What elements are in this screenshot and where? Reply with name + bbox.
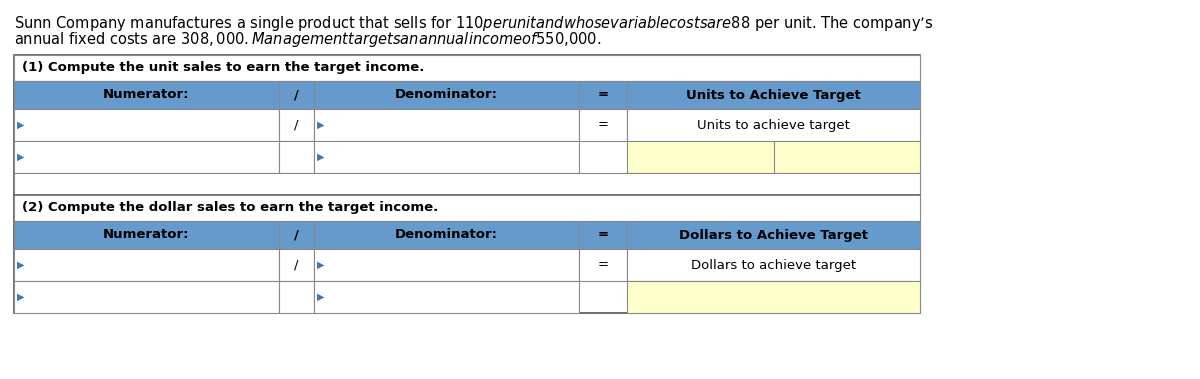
Bar (14, 195, 920, 313)
Bar (14, 141, 278, 173)
Bar (580, 249, 628, 281)
Bar (14, 249, 278, 281)
Bar (314, 109, 580, 141)
Text: Denominator:: Denominator: (395, 89, 498, 102)
Text: =: = (598, 229, 608, 241)
Bar (580, 81, 628, 109)
Text: Units to Achieve Target: Units to Achieve Target (686, 89, 860, 102)
Bar (628, 281, 920, 313)
Bar (278, 81, 314, 109)
Bar (278, 109, 314, 141)
Bar (314, 141, 580, 173)
Bar (628, 249, 920, 281)
Text: (1) Compute the unit sales to earn the target income.: (1) Compute the unit sales to earn the t… (22, 61, 425, 75)
Text: Units to achieve target: Units to achieve target (697, 119, 850, 132)
Bar (314, 281, 580, 313)
Bar (628, 109, 920, 141)
Text: Numerator:: Numerator: (103, 229, 190, 241)
Bar (580, 141, 628, 173)
Text: /: / (294, 258, 299, 271)
Bar (314, 81, 580, 109)
Text: =: = (598, 89, 608, 102)
Bar (580, 221, 628, 249)
Bar (14, 109, 278, 141)
Text: ▶: ▶ (17, 260, 24, 270)
Text: ▶: ▶ (17, 120, 24, 130)
Bar (628, 141, 774, 173)
Text: /: / (294, 119, 299, 132)
Bar (14, 55, 920, 195)
Bar (580, 109, 628, 141)
Bar (774, 141, 920, 173)
Text: Dollars to Achieve Target: Dollars to Achieve Target (679, 229, 868, 241)
Bar (278, 281, 314, 313)
Text: Dollars to achieve target: Dollars to achieve target (691, 258, 856, 271)
Bar (14, 281, 278, 313)
Bar (14, 81, 278, 109)
Bar (278, 221, 314, 249)
Text: /: / (294, 229, 299, 241)
Bar (14, 173, 920, 195)
Text: (2) Compute the dollar sales to earn the target income.: (2) Compute the dollar sales to earn the… (22, 202, 438, 215)
Bar (14, 221, 278, 249)
Bar (278, 249, 314, 281)
Bar (580, 281, 628, 313)
Bar (14, 195, 920, 221)
Text: =: = (598, 119, 608, 132)
Bar (14, 55, 920, 81)
Bar (314, 249, 580, 281)
Bar (628, 81, 920, 109)
Text: =: = (598, 258, 608, 271)
Text: Numerator:: Numerator: (103, 89, 190, 102)
Text: Sunn Company manufactures a single product that sells for $110 per unit and whos: Sunn Company manufactures a single produ… (14, 14, 934, 33)
Text: ▶: ▶ (17, 152, 24, 162)
Bar (314, 221, 580, 249)
Text: annual fixed costs are $308,000. Management targets an annual income of $550,000: annual fixed costs are $308,000. Managem… (14, 30, 601, 49)
Bar (628, 221, 920, 249)
Text: ▶: ▶ (317, 120, 324, 130)
Text: ▶: ▶ (317, 260, 324, 270)
Text: ▶: ▶ (17, 292, 24, 302)
Text: /: / (294, 89, 299, 102)
Bar (278, 141, 314, 173)
Text: ▶: ▶ (317, 292, 324, 302)
Text: Denominator:: Denominator: (395, 229, 498, 241)
Text: ▶: ▶ (317, 152, 324, 162)
